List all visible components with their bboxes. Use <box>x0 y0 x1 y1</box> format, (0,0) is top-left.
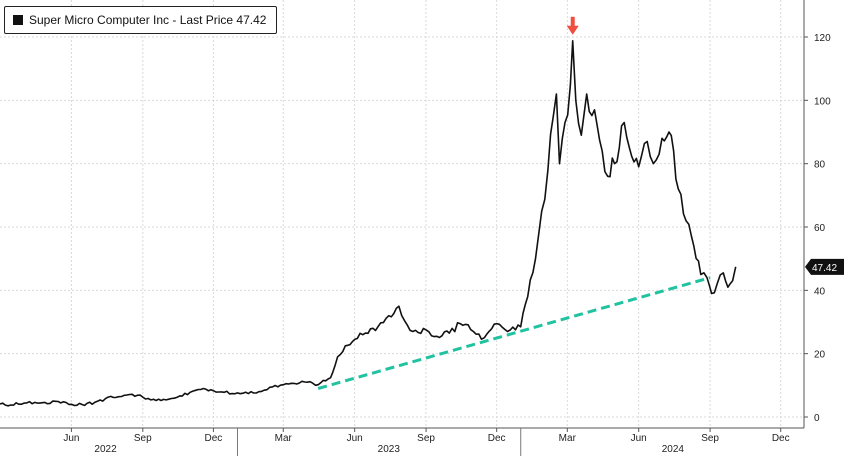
axes: 0 20 40 60 80 100 120 Jun Sep Dec Mar Jun Sep Dec Mar J… <box>0 0 831 456</box>
x-tick-label: Mar <box>559 433 577 444</box>
year-label: 2024 <box>662 444 685 455</box>
series-layer <box>0 40 737 407</box>
legend-swatch <box>13 15 23 25</box>
peak-arrow-marker <box>566 16 579 35</box>
year-label: 2023 <box>378 444 401 455</box>
y-tick-label: 60 <box>814 223 826 234</box>
x-tick-label: Jun <box>347 433 363 444</box>
y-tick-label: 80 <box>814 160 826 171</box>
y-tick-label: 0 <box>814 413 820 424</box>
x-tick-label: Dec <box>772 433 790 444</box>
legend-series-label: Super Micro Computer Inc - Last Price <box>29 13 234 27</box>
annotation-layer: 47.42 <box>566 16 844 275</box>
x-tick-label: Sep <box>417 433 435 444</box>
support-trendline <box>317 276 711 390</box>
trendline-layer <box>317 276 711 390</box>
price-series-line <box>0 40 737 407</box>
y-tick-label: 20 <box>814 350 826 361</box>
y-tick-label: 100 <box>814 96 831 107</box>
x-tick-label: Jun <box>63 433 79 444</box>
x-tick-label: Jun <box>631 433 647 444</box>
last-price-label: 47.42 <box>812 263 837 274</box>
year-label: 2022 <box>94 444 117 455</box>
x-tick-label: Mar <box>275 433 293 444</box>
y-tick-label: 40 <box>814 286 826 297</box>
legend-last-value: 47.42 <box>236 13 267 27</box>
y-tick-label: 120 <box>814 33 831 44</box>
x-tick-label: Sep <box>701 433 719 444</box>
x-tick-label: Sep <box>134 433 152 444</box>
x-tick-label: Dec <box>205 433 223 444</box>
x-tick-label: Dec <box>488 433 506 444</box>
last-price-tag: 47.42 <box>805 258 844 275</box>
legend: Super Micro Computer Inc - Last Price 47… <box>4 6 278 34</box>
